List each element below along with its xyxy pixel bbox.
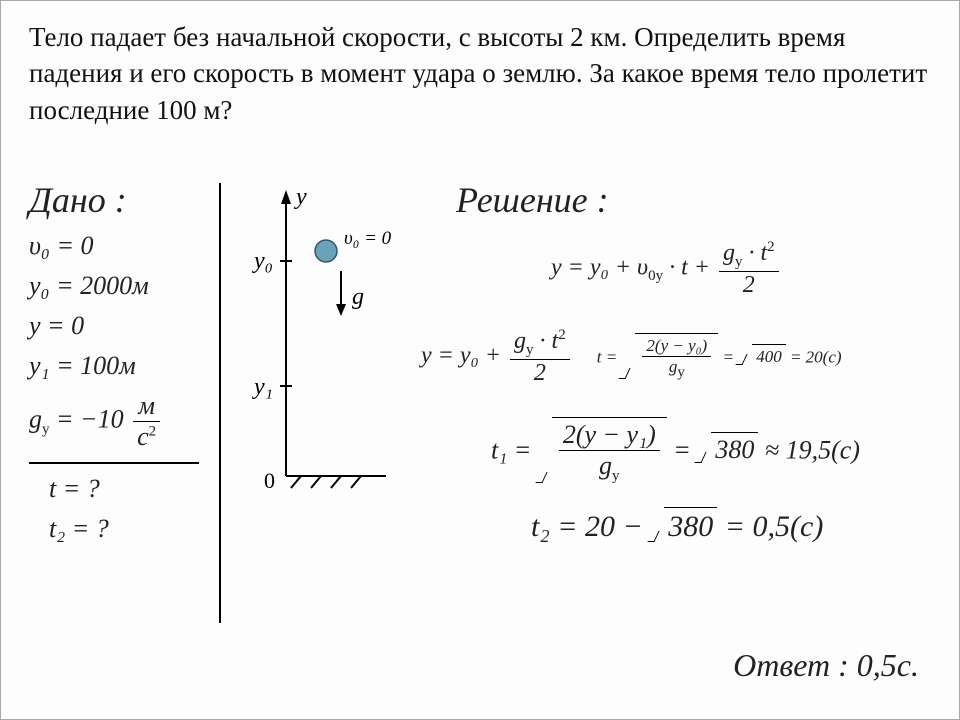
solution-title: Решение : bbox=[456, 179, 939, 221]
diag-v0-label: υ₀ = 0 bbox=[344, 228, 391, 250]
given-gy: gy = −10 мс2 bbox=[29, 391, 219, 452]
diag-zero-label: 0 bbox=[264, 468, 275, 494]
problem-statement: Тело падает без начальной скорости, с вы… bbox=[29, 19, 931, 128]
diagram: y y₀ y₁ 0 υ₀ = 0 g bbox=[236, 186, 406, 506]
diag-g-label: g bbox=[352, 284, 364, 311]
eq-kinematic-full: y = y₀ + υ0y · t + gy · t2 2 bbox=[551, 239, 939, 299]
diag-y0-label: y₀ bbox=[254, 248, 273, 275]
diag-y-label: y bbox=[296, 184, 307, 211]
given-y1: y₁ = 100м bbox=[29, 351, 219, 381]
solution-block: Решение : y = y₀ + υ0y · t + gy · t2 2 y… bbox=[421, 179, 939, 558]
given-divider bbox=[29, 462, 199, 464]
given-t: t = ? bbox=[49, 474, 219, 504]
given-block: Дано : υ₀ = 0 y₀ = 2000м y = 0 y₁ = 100м… bbox=[29, 179, 219, 554]
given-y: y = 0 bbox=[29, 311, 219, 341]
answer: Ответ : 0,5с. bbox=[733, 647, 919, 684]
given-title: Дано : bbox=[29, 179, 219, 221]
eq-solve-t2: t₂ = 20 − 380 = 0,5(c) bbox=[531, 507, 939, 544]
given-t2: t₂ = ? bbox=[49, 514, 219, 544]
diag-y1-label: y₁ bbox=[254, 374, 273, 401]
eq-kinematic-reduced: y = y₀ + gy · t2 2 bbox=[421, 327, 573, 387]
given-v0: υ₀ = 0 bbox=[29, 231, 219, 261]
eq-solve-t1: t₁ = 2(y − y₁)gy = 380 ≈ 19,5(c) bbox=[491, 417, 939, 485]
vertical-divider bbox=[219, 183, 221, 623]
eq-solve-t: t = 2(y − y₀)gy = 400 = 20(c) bbox=[597, 333, 842, 381]
given-y0: y₀ = 2000м bbox=[29, 271, 219, 301]
